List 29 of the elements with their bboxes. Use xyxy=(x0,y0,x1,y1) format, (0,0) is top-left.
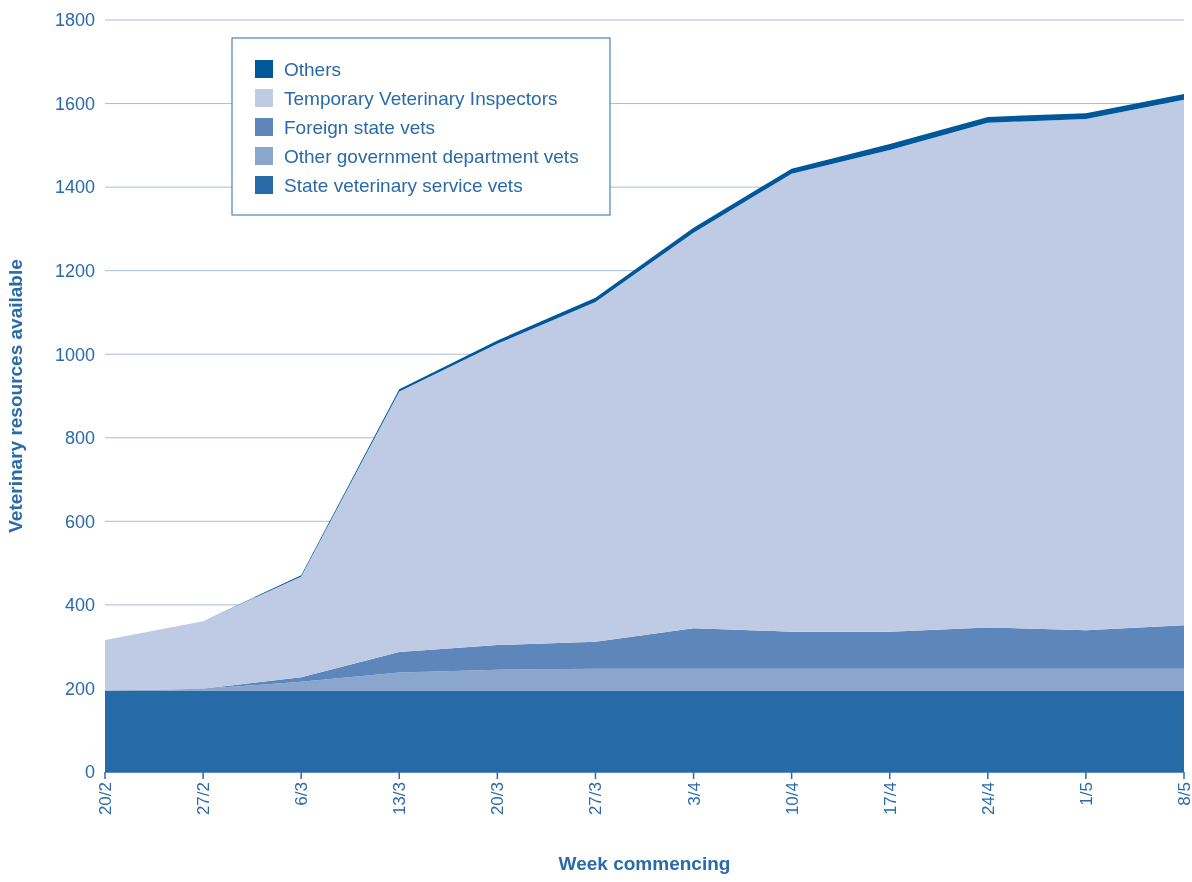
y-tick-label: 1000 xyxy=(54,344,95,365)
y-tick-label: 1400 xyxy=(54,177,95,198)
x-tick-label: 10/4 xyxy=(782,782,802,816)
y-axis-title: Veterinary resources available xyxy=(5,259,26,533)
y-tick-label: 1600 xyxy=(54,93,95,114)
x-tick-label: 1/5 xyxy=(1076,782,1096,806)
y-tick-label: 800 xyxy=(64,428,95,449)
legend-label: State veterinary service vets xyxy=(284,174,523,196)
x-tick-label: 3/4 xyxy=(684,782,704,806)
x-tick-label: 8/5 xyxy=(1175,782,1192,806)
x-axis-title: Week commencing xyxy=(558,853,731,874)
x-tick-label: 20/3 xyxy=(488,782,508,816)
legend-label: Foreign state vets xyxy=(284,116,436,138)
y-tick-label: 200 xyxy=(64,678,95,699)
y-tick-label: 1200 xyxy=(54,260,95,281)
x-tick-label: 17/4 xyxy=(880,782,900,816)
y-tick-label: 0 xyxy=(84,762,95,783)
x-tick-label: 20/2 xyxy=(96,782,115,816)
x-tick-label: 27/3 xyxy=(586,782,606,816)
x-tick-label: 6/3 xyxy=(292,782,312,806)
x-tick-label: 27/2 xyxy=(194,782,214,816)
y-tick-label: 1800 xyxy=(54,10,95,31)
legend-label: Others xyxy=(284,58,342,80)
y-tick-label: 400 xyxy=(64,595,95,616)
legend-label: Temporary Veterinary Inspectors xyxy=(284,87,558,109)
legend-label: Other government department vets xyxy=(284,145,579,167)
y-tick-label: 600 xyxy=(64,511,95,532)
x-tick-label: 24/4 xyxy=(978,782,998,816)
x-tick-label: 13/3 xyxy=(390,782,410,816)
